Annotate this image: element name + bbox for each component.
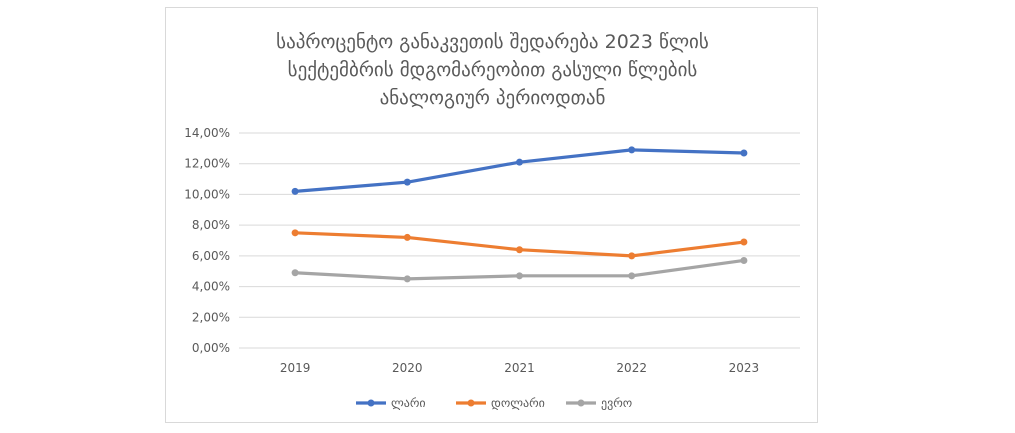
- data-point-2-3: [628, 272, 636, 280]
- x-axis-ticks: 2019 2020 2021 2022 2023: [280, 361, 759, 375]
- chart-title-line-1: საპროცენტო განაკვეთის შედარება 2023 წლის: [276, 31, 709, 53]
- legend-label-1: დოლარი: [491, 396, 545, 410]
- y-tick-label: 10,00%: [184, 187, 230, 201]
- data-point-2-1: [403, 275, 411, 283]
- series-line-0: [293, 148, 746, 193]
- data-point-1-4: [740, 238, 748, 246]
- series-points: [291, 146, 748, 283]
- data-point-2-2: [516, 272, 523, 280]
- x-tick-label: 2020: [392, 361, 423, 375]
- y-tick-label: 6,00%: [192, 249, 230, 263]
- x-tick-label: 2023: [729, 361, 760, 375]
- data-point-1-3: [628, 252, 636, 260]
- legend-marker-2: [577, 399, 585, 407]
- y-tick-label: 2,00%: [192, 310, 230, 324]
- data-point-1-0: [291, 229, 299, 237]
- legend-marker-0: [367, 399, 375, 407]
- data-point-0-4: [740, 149, 748, 157]
- legend-label-0: ლარი: [391, 396, 426, 410]
- data-point-2-4: [740, 256, 748, 264]
- y-tick-label: 8,00%: [192, 218, 230, 232]
- legend-marker-1: [467, 399, 475, 407]
- legend: ლარი დოლარი ევრო: [356, 396, 632, 410]
- line-chart-plot: 0,00% 2,00% 4,00% 6,00% 8,00% 10,00% 12,00% 14,…: [184, 126, 800, 410]
- y-tick-label: 0,00%: [192, 341, 230, 355]
- data-point-2-0: [291, 269, 299, 277]
- chart-container: საპროცენტო განაკვეთის შედარება 2023 წლის…: [165, 7, 818, 423]
- data-point-0-3: [628, 146, 636, 154]
- chart-title: საპროცენტო განაკვეთის შედარება 2023 წლის…: [166, 28, 819, 112]
- y-tick-label: 4,00%: [192, 280, 230, 294]
- chart-title-line-2: სექტემბრის მდგომარეობით გასული წლების: [287, 59, 698, 81]
- chart-title-line-3: ანალოგიურ პერიოდთან: [379, 87, 606, 109]
- legend-label-2: ევრო: [601, 396, 632, 410]
- data-point-0-1: [403, 178, 411, 186]
- gridlines: [239, 132, 800, 349]
- y-axis-ticks: 0,00% 2,00% 4,00% 6,00% 8,00% 10,00% 12,00% 14,…: [184, 126, 230, 355]
- x-tick-label: 2022: [616, 361, 647, 375]
- data-point-1-2: [516, 246, 523, 254]
- series-lines: [293, 148, 746, 281]
- data-point-0-0: [291, 187, 299, 195]
- x-tick-label: 2019: [280, 361, 311, 375]
- x-tick-label: 2021: [504, 361, 535, 375]
- data-point-1-1: [403, 233, 411, 241]
- y-tick-label: 14,00%: [184, 126, 230, 140]
- y-tick-label: 12,00%: [184, 157, 230, 171]
- data-point-0-2: [516, 158, 523, 166]
